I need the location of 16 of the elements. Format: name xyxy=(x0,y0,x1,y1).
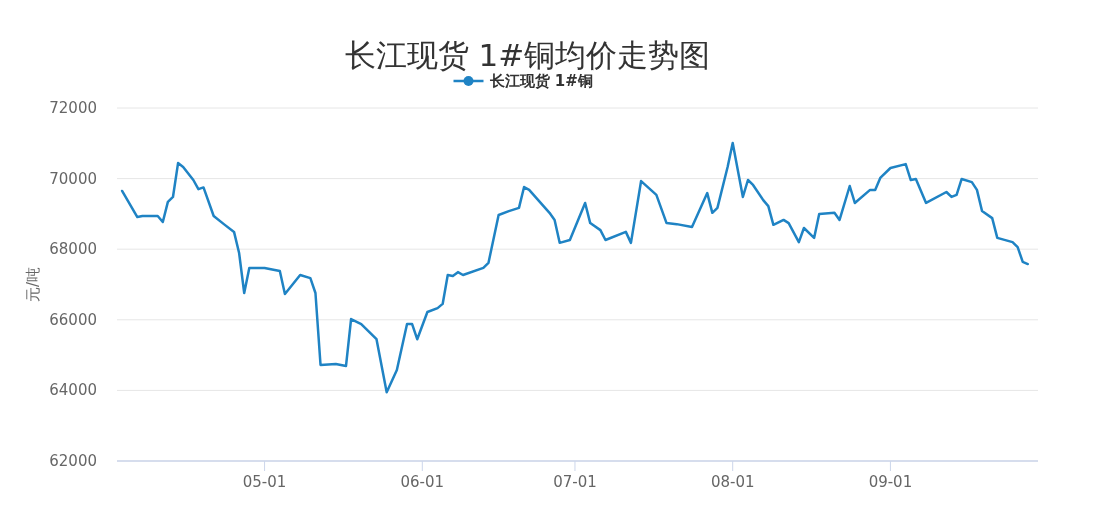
x-tick-label: 07-01 xyxy=(553,473,597,491)
x-tick-label: 06-01 xyxy=(400,473,445,491)
x-tick-label: 08-01 xyxy=(710,473,755,491)
y-tick-label: 70000 xyxy=(49,169,97,188)
y-tick-label: 62000 xyxy=(49,452,97,470)
x-tick-label: 09-01 xyxy=(868,473,913,491)
x-tick-label: 05-01 xyxy=(242,473,287,491)
y-tick-label: 66000 xyxy=(49,310,97,329)
y-tick-label: 72000 xyxy=(49,99,97,117)
y-axis-title: 元/吨 xyxy=(24,266,42,303)
line-series xyxy=(120,141,1030,394)
chart-title: 长江现货 1#铜均价走势图 xyxy=(344,37,711,73)
y-tick-label: 64000 xyxy=(49,381,97,400)
legend: 长江现货 1#铜 xyxy=(453,72,593,90)
legend-label: 长江现货 1#铜 xyxy=(488,72,593,90)
y-tick-label: 68000 xyxy=(49,240,97,259)
